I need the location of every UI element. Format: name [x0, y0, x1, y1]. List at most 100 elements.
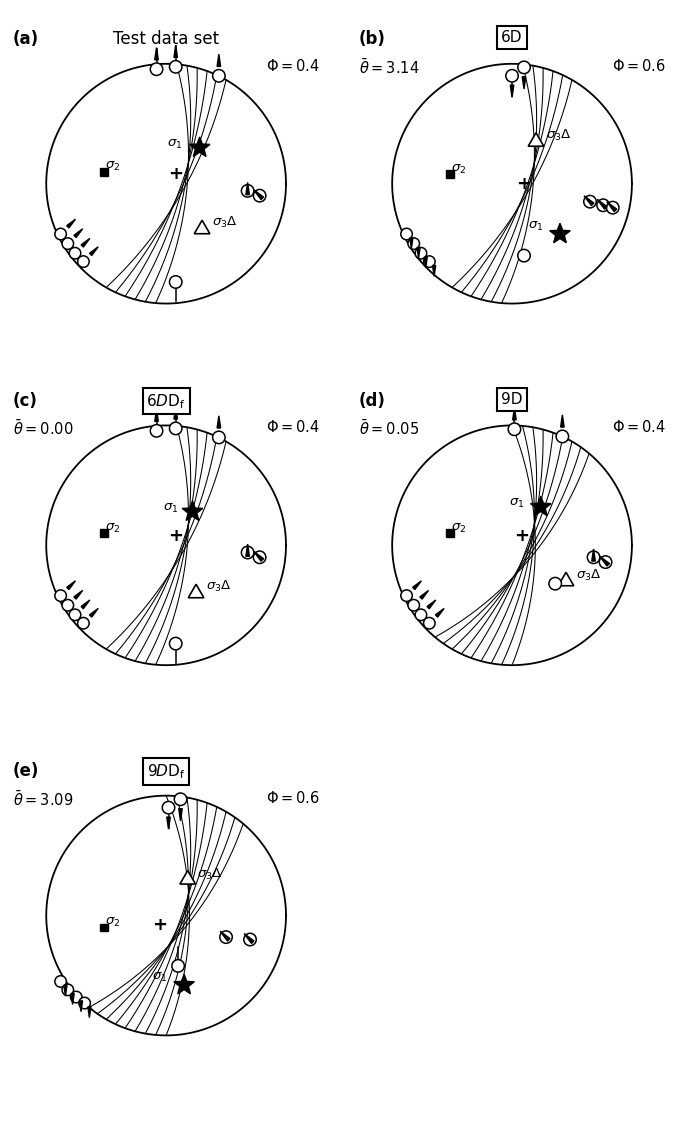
Text: $\bar{\theta} = 3.09$: $\bar{\theta} = 3.09$	[13, 790, 73, 808]
Circle shape	[423, 618, 435, 629]
Polygon shape	[597, 200, 607, 209]
Text: $\sigma_1$: $\sigma_1$	[509, 497, 524, 510]
Polygon shape	[412, 581, 421, 590]
Circle shape	[253, 189, 266, 202]
Circle shape	[518, 61, 530, 73]
Text: $\sigma_1$: $\sigma_1$	[168, 138, 183, 150]
Circle shape	[241, 546, 254, 559]
Polygon shape	[427, 600, 436, 608]
Circle shape	[587, 551, 600, 564]
Text: 6D: 6D	[501, 30, 523, 45]
Circle shape	[508, 422, 521, 435]
Polygon shape	[584, 195, 594, 205]
Polygon shape	[446, 170, 453, 178]
Polygon shape	[424, 257, 427, 267]
Polygon shape	[155, 409, 158, 421]
Polygon shape	[79, 1001, 83, 1011]
Circle shape	[172, 960, 184, 972]
Circle shape	[71, 991, 82, 1003]
Polygon shape	[174, 406, 177, 419]
Text: $\sigma_2$: $\sigma_2$	[451, 163, 466, 176]
Polygon shape	[436, 608, 444, 618]
Circle shape	[549, 577, 562, 590]
Text: $6D{\rm D}_{\rm f}$: $6D{\rm D}_{\rm f}$	[147, 391, 186, 411]
Circle shape	[584, 195, 596, 208]
Polygon shape	[558, 572, 574, 585]
Polygon shape	[179, 808, 182, 821]
Text: $\bar{\theta} = 0.00$: $\bar{\theta} = 0.00$	[13, 419, 73, 439]
Circle shape	[69, 610, 81, 621]
Circle shape	[162, 801, 175, 814]
Text: +: +	[153, 916, 168, 934]
Circle shape	[62, 984, 73, 995]
Circle shape	[55, 976, 66, 987]
Text: $\sigma_3\Delta$: $\sigma_3\Delta$	[212, 215, 237, 230]
Polygon shape	[420, 590, 429, 599]
Polygon shape	[217, 416, 221, 428]
Circle shape	[408, 599, 419, 611]
Text: $\sigma_1$: $\sigma_1$	[152, 971, 167, 985]
Circle shape	[169, 276, 182, 288]
Polygon shape	[66, 219, 75, 228]
Text: $\Phi = 0.4$: $\Phi = 0.4$	[612, 419, 666, 435]
Polygon shape	[100, 168, 108, 176]
Polygon shape	[560, 414, 564, 427]
Circle shape	[169, 422, 182, 435]
Polygon shape	[253, 551, 264, 561]
Polygon shape	[510, 85, 514, 98]
Polygon shape	[512, 408, 516, 420]
Polygon shape	[550, 223, 570, 242]
Text: $\Phi = 0.4$: $\Phi = 0.4$	[266, 57, 320, 73]
Circle shape	[150, 425, 163, 437]
Circle shape	[212, 70, 225, 82]
Polygon shape	[432, 265, 436, 277]
Polygon shape	[253, 189, 264, 200]
Text: (a): (a)	[13, 30, 39, 48]
Text: +: +	[514, 527, 529, 544]
Polygon shape	[100, 529, 108, 537]
Polygon shape	[166, 817, 171, 829]
Text: $\sigma_1$: $\sigma_1$	[163, 502, 178, 514]
Text: Test data set: Test data set	[113, 30, 219, 48]
Polygon shape	[81, 239, 90, 247]
Polygon shape	[607, 202, 616, 211]
Circle shape	[408, 238, 419, 249]
Text: (b): (b)	[359, 30, 386, 48]
Text: (c): (c)	[13, 391, 38, 410]
Polygon shape	[417, 248, 420, 258]
Polygon shape	[74, 590, 83, 599]
Text: $9D{\rm D}_{\rm f}$: $9D{\rm D}_{\rm f}$	[147, 762, 185, 781]
Polygon shape	[71, 994, 74, 1004]
Polygon shape	[100, 924, 108, 931]
Text: $\sigma_3\Delta$: $\sigma_3\Delta$	[575, 568, 601, 583]
Polygon shape	[174, 975, 195, 994]
Circle shape	[556, 430, 569, 443]
Circle shape	[597, 199, 610, 211]
Text: $\sigma_2$: $\sigma_2$	[105, 916, 121, 929]
Text: $\sigma_3\Delta$: $\sigma_3\Delta$	[197, 867, 223, 883]
Polygon shape	[190, 137, 210, 156]
Circle shape	[62, 238, 73, 249]
Polygon shape	[522, 77, 526, 90]
Text: (e): (e)	[13, 762, 39, 781]
Text: $\sigma_2$: $\sigma_2$	[105, 161, 121, 173]
Text: (d): (d)	[359, 391, 386, 410]
Text: +: +	[516, 174, 532, 193]
Text: $\Phi = 0.4$: $\Phi = 0.4$	[266, 419, 320, 435]
Circle shape	[518, 249, 530, 262]
Circle shape	[55, 228, 66, 240]
Polygon shape	[528, 133, 544, 146]
Polygon shape	[188, 584, 204, 598]
Text: $\Phi = 0.6$: $\Phi = 0.6$	[266, 790, 320, 806]
Polygon shape	[180, 870, 195, 884]
Polygon shape	[220, 931, 230, 941]
Polygon shape	[217, 54, 221, 67]
Polygon shape	[599, 556, 610, 566]
Text: $\sigma_1$: $\sigma_1$	[528, 220, 543, 233]
Polygon shape	[410, 238, 413, 249]
Polygon shape	[446, 529, 453, 537]
Circle shape	[506, 70, 519, 82]
Circle shape	[415, 610, 427, 621]
Polygon shape	[174, 45, 177, 57]
Circle shape	[606, 201, 619, 214]
